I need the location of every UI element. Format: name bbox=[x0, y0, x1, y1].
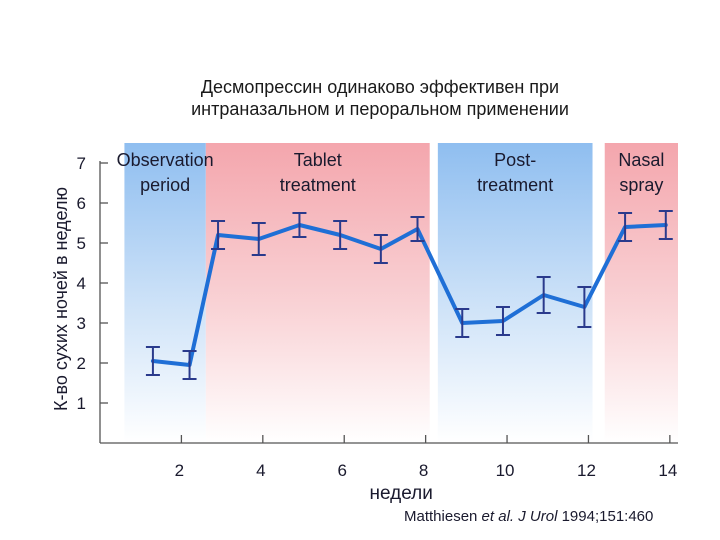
y-tick-label-4: 4 bbox=[77, 274, 86, 293]
x-axis-label: недели bbox=[370, 483, 433, 504]
phase-label-2-line1: Tablet bbox=[294, 150, 342, 170]
data-point-9 bbox=[455, 308, 470, 338]
phase-label-1-line2: period bbox=[140, 175, 190, 195]
data-point-5 bbox=[292, 212, 307, 238]
y-axis-label: К-во сухих ночей в неделю bbox=[51, 187, 71, 411]
title-line-1: Десмопрессин одинаково эффективен при bbox=[200, 77, 560, 97]
x-tick-label-8: 8 bbox=[419, 461, 428, 480]
data-point-2 bbox=[182, 350, 197, 380]
data-point-7 bbox=[373, 234, 388, 264]
title-line-2: интраназальном и пероральном применении bbox=[191, 99, 569, 119]
citation-author: Matthiesen bbox=[404, 508, 478, 525]
citation-ref: 1994;151:460 bbox=[561, 508, 654, 525]
x-tick-label-10: 10 bbox=[496, 461, 515, 480]
data-point-3 bbox=[211, 220, 226, 250]
phase-label-4-line2: spray bbox=[619, 175, 663, 195]
data-point-1 bbox=[145, 346, 160, 376]
phase-band-4 bbox=[604, 143, 678, 443]
data-point-6 bbox=[333, 220, 348, 250]
phase-label-3-line2: treatment bbox=[477, 175, 553, 195]
data-point-4 bbox=[251, 222, 266, 256]
data-point-14 bbox=[658, 210, 673, 240]
y-tick-label-6: 6 bbox=[77, 194, 86, 213]
data-point-8 bbox=[410, 216, 425, 242]
x-tick-label-6: 6 bbox=[337, 461, 346, 480]
citation: Matthiesen et al. J Urol 1994;151:460 bbox=[404, 508, 653, 525]
phase-label-4-line1: Nasal bbox=[618, 150, 664, 170]
y-tick-label-1: 1 bbox=[77, 394, 86, 413]
phase-band-2 bbox=[205, 143, 430, 443]
x-tick-label-14: 14 bbox=[658, 461, 677, 480]
x-tick-label-12: 12 bbox=[577, 461, 596, 480]
phase-band-3 bbox=[437, 143, 593, 443]
y-tick-label-2: 2 bbox=[77, 354, 86, 373]
y-tick-label-3: 3 bbox=[77, 314, 86, 333]
citation-journal: J Urol bbox=[518, 508, 558, 525]
citation-etal: et al. bbox=[481, 508, 515, 525]
data-point-13 bbox=[618, 212, 633, 242]
y-tick-label-5: 5 bbox=[77, 234, 86, 253]
chart-title: Десмопрессин одинаково эффективен при ин… bbox=[160, 76, 600, 120]
data-point-12 bbox=[577, 286, 592, 328]
x-tick-label-2: 2 bbox=[175, 461, 184, 480]
phase-band-1 bbox=[124, 143, 206, 443]
y-tick-label-7: 7 bbox=[77, 154, 86, 173]
phase-label-2-line2: treatment bbox=[280, 175, 356, 195]
series-line bbox=[150, 223, 668, 367]
phase-label-3-line1: Post- bbox=[494, 150, 536, 170]
data-point-11 bbox=[536, 276, 551, 314]
phase-label-1-line1: Observation bbox=[117, 150, 214, 170]
data-point-10 bbox=[495, 306, 510, 336]
x-tick-label-4: 4 bbox=[256, 461, 265, 480]
